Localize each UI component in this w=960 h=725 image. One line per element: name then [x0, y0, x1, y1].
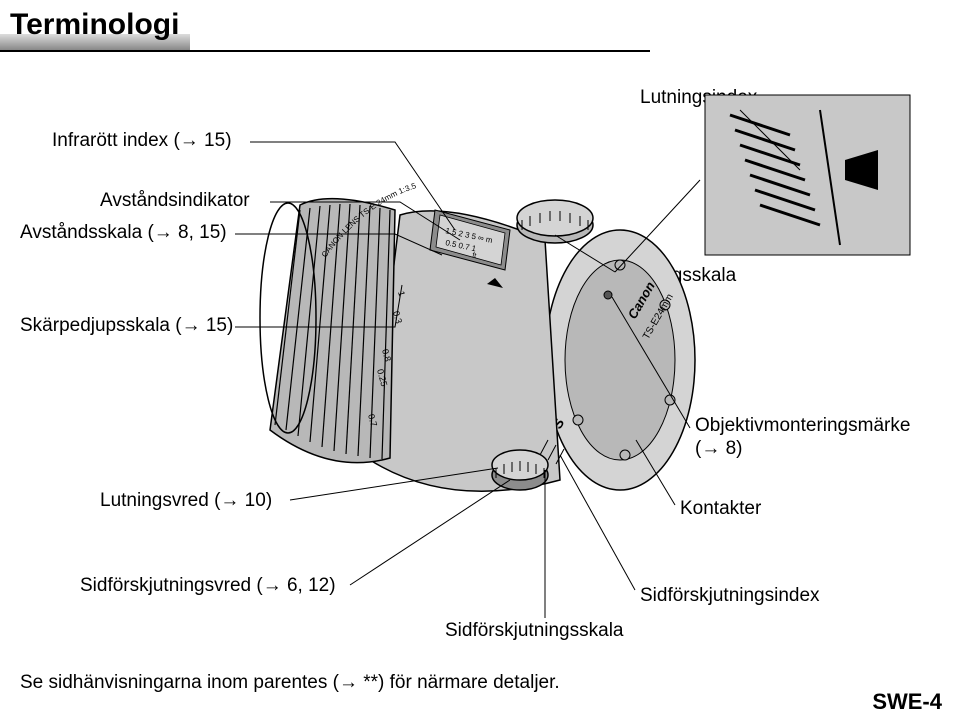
- lens-diagram: Canon TS-E24mm S 1.5: [0, 60, 960, 660]
- footnote: Se sidhänvisningarna inom parentes (→ **…: [20, 672, 560, 694]
- inset-tilt-scale: [705, 95, 910, 255]
- tilt-knob: [517, 200, 593, 243]
- title-bar: Terminologi: [0, 0, 650, 52]
- lens-body: Canon TS-E24mm S 1.5: [260, 181, 695, 491]
- shift-knob: [492, 450, 548, 490]
- page-number: SWE-4: [872, 689, 942, 715]
- page-title: Terminologi: [0, 8, 179, 42]
